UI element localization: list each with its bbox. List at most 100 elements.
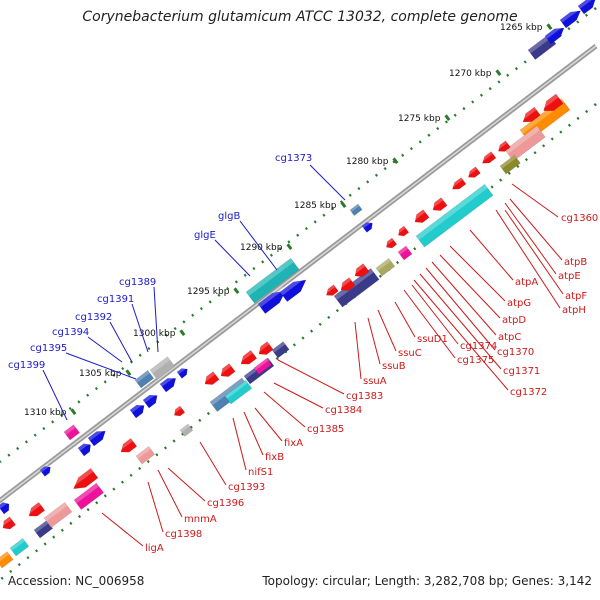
gene-feature[interactable] xyxy=(540,93,564,116)
gene-label-cg1373[interactable]: cg1373 xyxy=(275,153,312,164)
gene-feature[interactable] xyxy=(415,183,494,248)
gene-feature[interactable] xyxy=(257,285,289,314)
gene-label-cg1395[interactable]: cg1395 xyxy=(30,343,67,354)
gene-label-mnmA[interactable]: mnmA xyxy=(184,514,217,525)
gene-label-ssuC[interactable]: ssuC xyxy=(398,348,422,359)
gene-label-cg1384[interactable]: cg1384 xyxy=(325,405,362,416)
tick-label: 1290 kbp xyxy=(240,243,283,253)
gene-feature[interactable] xyxy=(224,380,253,405)
gene-feature[interactable] xyxy=(73,482,104,510)
gene-label-cg1391[interactable]: cg1391 xyxy=(97,294,134,305)
gene-label-ssuB[interactable]: ssuB xyxy=(382,361,406,372)
gene-feature[interactable] xyxy=(129,401,147,419)
gene-label-atpE[interactable]: atpE xyxy=(558,271,581,282)
gene-label-cg1393[interactable]: cg1393 xyxy=(228,482,265,493)
gene-label-cg1399[interactable]: cg1399 xyxy=(8,360,45,371)
gene-feature[interactable] xyxy=(26,502,46,520)
gene-label-cg1394[interactable]: cg1394 xyxy=(52,327,89,338)
gene-feature[interactable] xyxy=(134,370,155,389)
gene-feature[interactable] xyxy=(118,438,138,456)
gene-feature[interactable] xyxy=(559,6,584,29)
gene-label-atpH[interactable]: atpH xyxy=(562,305,586,316)
gene-label-cg1371[interactable]: cg1371 xyxy=(503,366,540,377)
gene-label-ssuD1[interactable]: ssuD1 xyxy=(417,334,448,345)
gene-feature[interactable] xyxy=(87,427,108,447)
gene-feature[interactable] xyxy=(279,275,310,302)
gene-label-cg1372[interactable]: cg1372 xyxy=(510,387,547,398)
gene-feature[interactable] xyxy=(324,284,339,299)
gene-feature[interactable] xyxy=(352,263,370,280)
gene-feature[interactable] xyxy=(77,440,94,457)
gene-label-fixB[interactable]: fixB xyxy=(265,452,284,463)
gene-feature[interactable] xyxy=(202,371,220,388)
gene-feature[interactable] xyxy=(504,125,546,162)
gene-label-cg1375[interactable]: cg1375 xyxy=(457,355,494,366)
gene-label-fixA[interactable]: fixA xyxy=(284,438,303,449)
gene-label-cg1385[interactable]: cg1385 xyxy=(307,424,344,435)
gene-feature[interactable] xyxy=(430,197,448,214)
gene-label-cg1360[interactable]: cg1360 xyxy=(561,213,598,224)
gene-feature[interactable] xyxy=(176,365,190,379)
gene-feature[interactable] xyxy=(499,154,521,175)
gene-feature[interactable] xyxy=(245,257,300,304)
gene-feature[interactable] xyxy=(271,341,290,359)
gene-feature[interactable] xyxy=(253,358,272,375)
gene-feature[interactable] xyxy=(0,499,12,515)
gene-feature[interactable] xyxy=(375,258,396,277)
gene-label-cg1370[interactable]: cg1370 xyxy=(497,347,534,358)
gene-feature[interactable] xyxy=(412,209,430,226)
gene-feature[interactable] xyxy=(172,405,186,418)
gene-feature[interactable] xyxy=(238,350,258,368)
gene-feature[interactable] xyxy=(70,468,99,493)
gene-feature[interactable] xyxy=(0,551,14,569)
gene-layer[interactable] xyxy=(0,0,598,569)
gene-feature[interactable] xyxy=(480,151,497,167)
gene-feature[interactable] xyxy=(397,245,413,261)
gene-label-atpB[interactable]: atpB xyxy=(564,257,587,268)
gene-label-glgE[interactable]: glgE xyxy=(194,230,216,241)
connector-line xyxy=(504,209,564,295)
gene-feature[interactable] xyxy=(142,391,160,409)
gene-feature[interactable] xyxy=(384,237,398,250)
gene-label-atpF[interactable]: atpF xyxy=(565,291,587,302)
gene-feature[interactable] xyxy=(544,23,567,45)
gene-feature[interactable] xyxy=(63,424,80,441)
gene-feature[interactable] xyxy=(9,538,30,557)
gene-label-atpC[interactable]: atpC xyxy=(498,332,521,343)
gene-feature[interactable] xyxy=(349,203,363,216)
connector-line xyxy=(147,481,164,533)
gene-label-atpD[interactable]: atpD xyxy=(502,315,526,326)
gene-feature[interactable] xyxy=(496,140,511,155)
gene-label-cg1374[interactable]: cg1374 xyxy=(460,341,497,352)
gene-label-atpA[interactable]: atpA xyxy=(515,277,538,288)
gene-feature[interactable] xyxy=(0,516,16,532)
gene-feature[interactable] xyxy=(577,0,598,15)
gene-label-cg1389[interactable]: cg1389 xyxy=(119,277,156,288)
gene-feature[interactable] xyxy=(361,219,375,233)
gene-label-cg1383[interactable]: cg1383 xyxy=(346,391,383,402)
gene-feature[interactable] xyxy=(256,341,274,358)
gene-label-ssuA[interactable]: ssuA xyxy=(363,376,387,387)
gene-label-ligA[interactable]: ligA xyxy=(145,543,164,554)
gene-feature[interactable] xyxy=(135,446,156,465)
gene-label-cg1398[interactable]: cg1398 xyxy=(165,529,202,540)
gene-feature[interactable] xyxy=(218,363,236,380)
gene-label-cg1392[interactable]: cg1392 xyxy=(75,312,112,323)
gene-feature[interactable] xyxy=(39,463,53,477)
gene-label-cg1396[interactable]: cg1396 xyxy=(207,498,244,509)
gene-label-nifS1[interactable]: nifS1 xyxy=(248,467,273,478)
gene-feature[interactable] xyxy=(159,374,179,393)
gene-feature[interactable] xyxy=(149,356,176,380)
gene-label-atpG[interactable]: atpG xyxy=(507,298,531,309)
gene-feature[interactable] xyxy=(43,502,73,528)
gene-label-glgB[interactable]: glgB xyxy=(218,211,240,222)
tick-label: 1305 kbp xyxy=(79,369,122,379)
gene-feature[interactable] xyxy=(466,166,481,181)
gene-feature[interactable] xyxy=(33,520,54,539)
gene-feature[interactable] xyxy=(396,225,410,238)
gene-feature[interactable] xyxy=(179,423,194,437)
gene-feature[interactable] xyxy=(450,177,467,193)
gene-feature[interactable] xyxy=(520,106,541,126)
gene-feature[interactable] xyxy=(338,277,356,294)
